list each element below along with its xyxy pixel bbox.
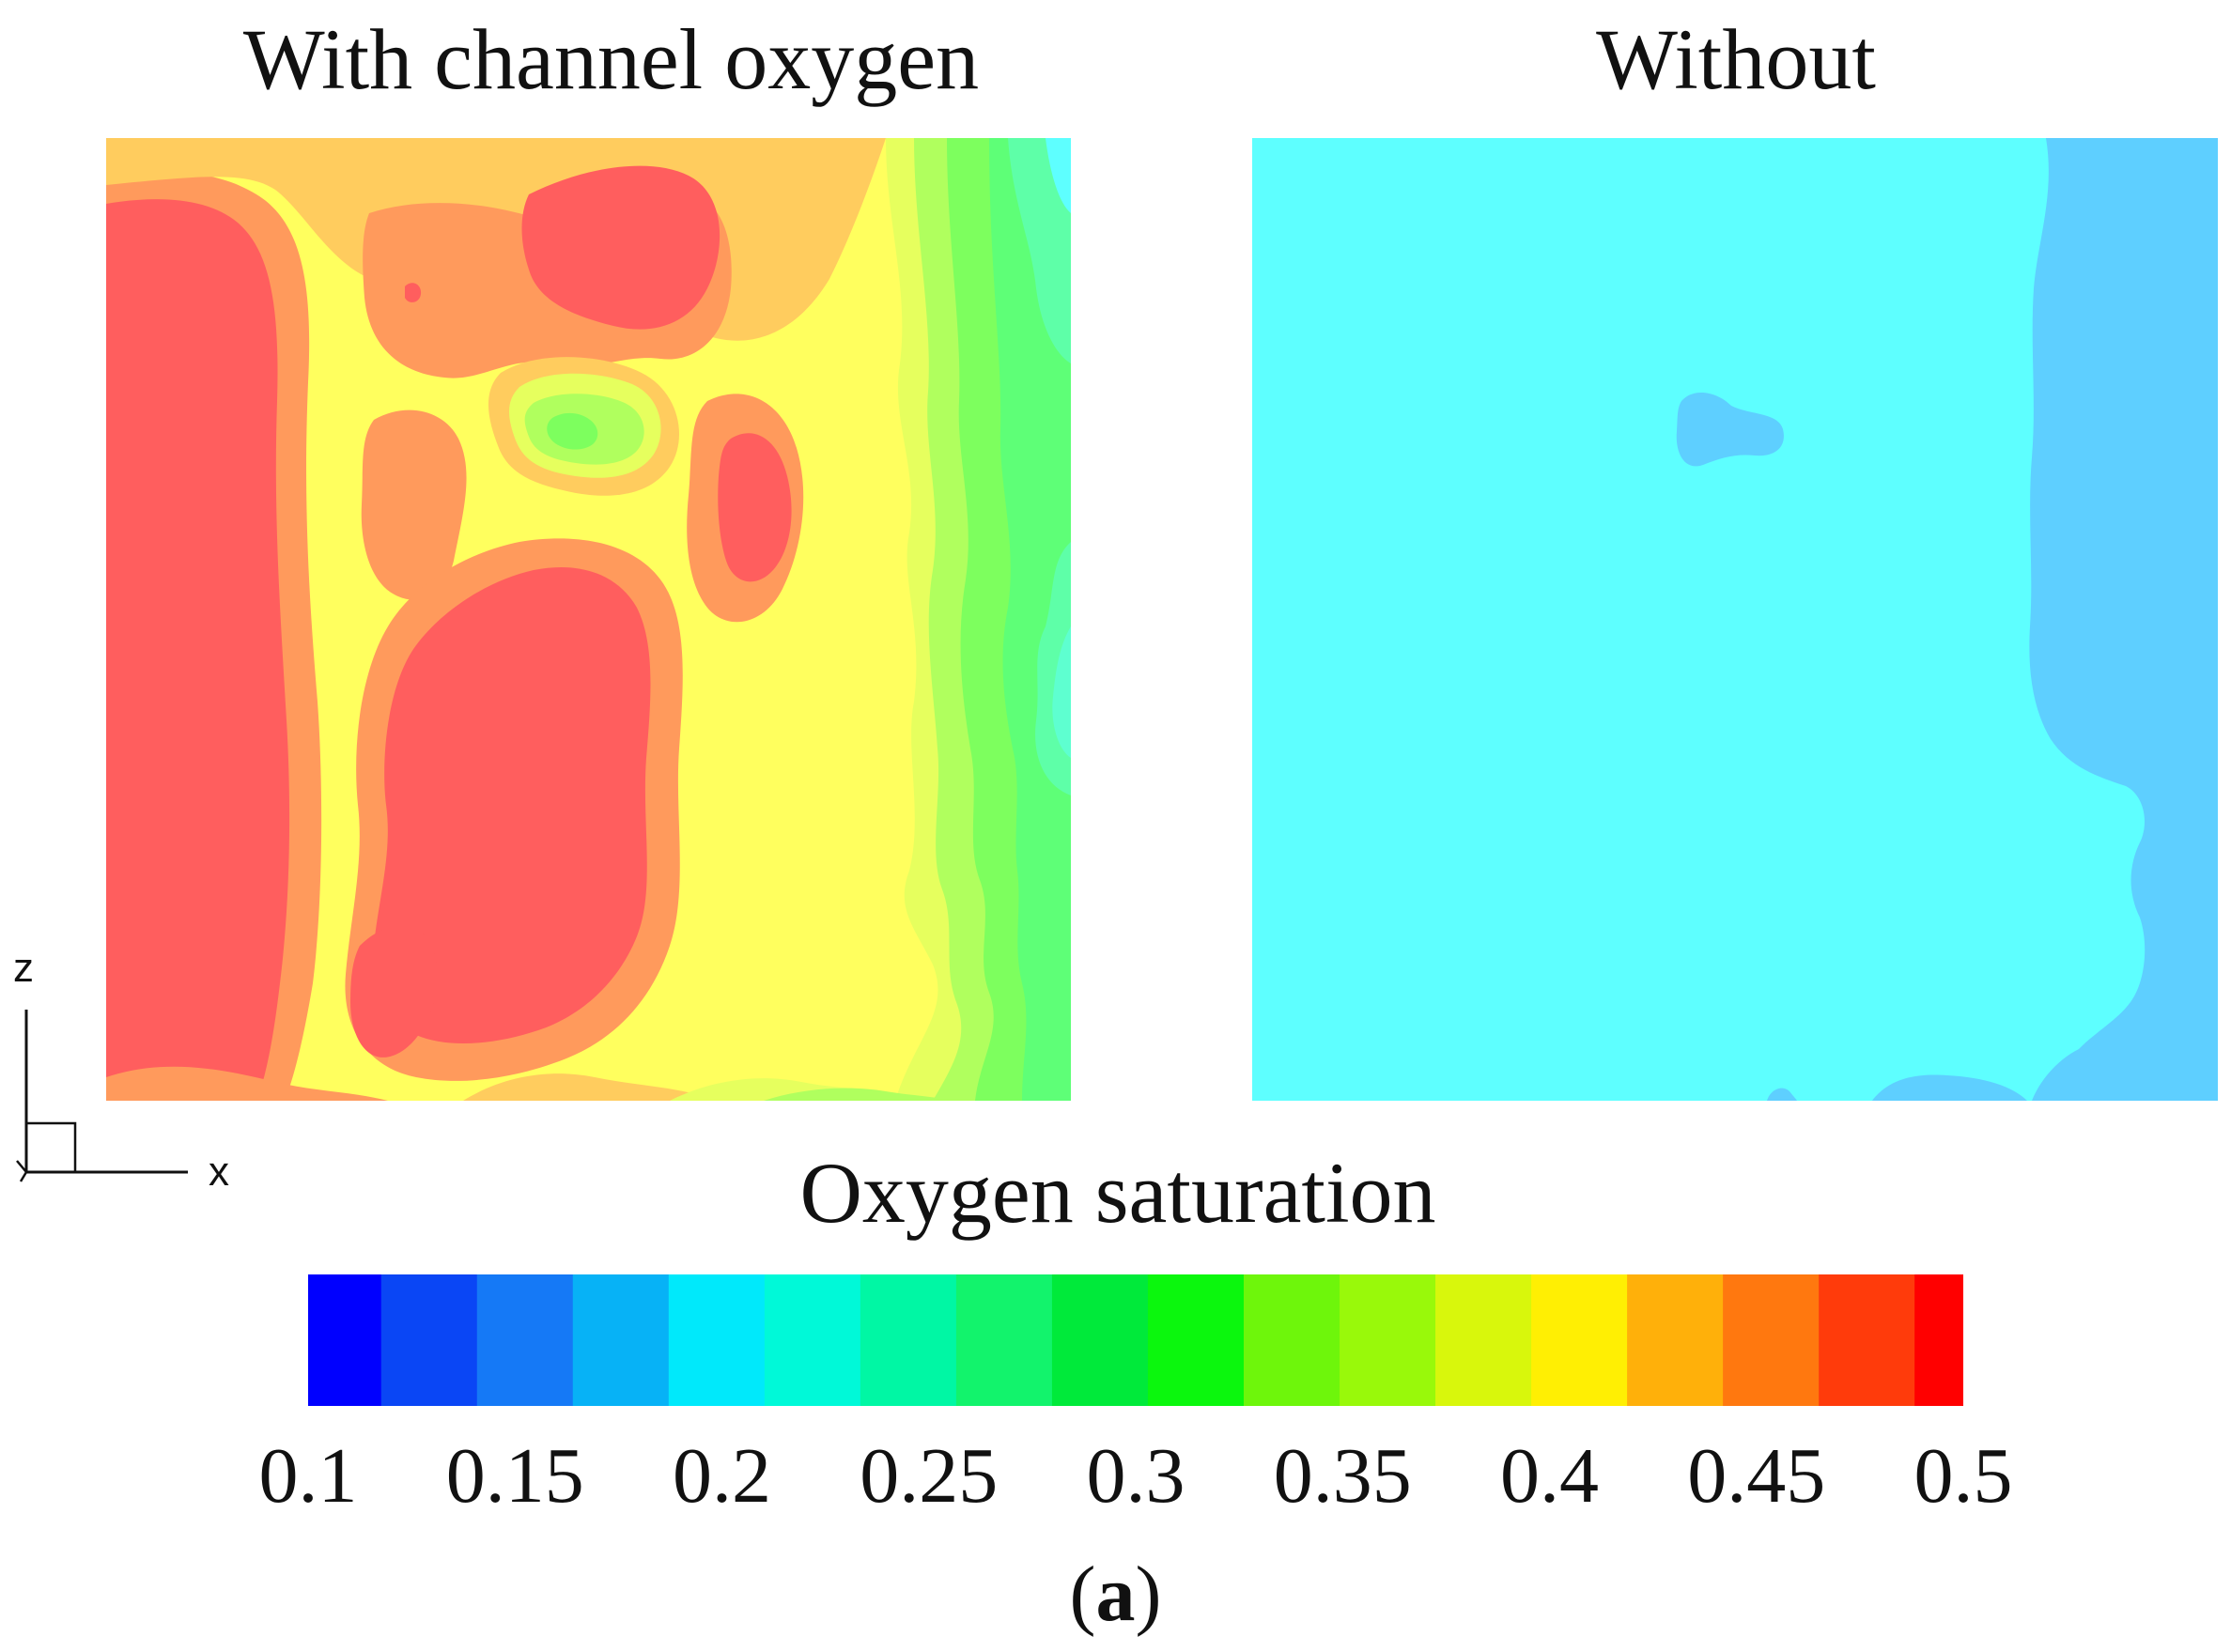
contour-region-light-blue-dot (1676, 392, 1784, 467)
contour-region-red-center (373, 566, 651, 1044)
colorbar-cell-0.382 (1435, 1274, 1532, 1406)
x-axis-label: x (209, 1149, 229, 1195)
colorbar-tick-label: 0.35 (1273, 1432, 1412, 1520)
panel-title-with-channel-oxygen: With channel oxygen (242, 11, 980, 107)
caption-letter: a (1095, 1551, 1136, 1638)
panel-title-without: Without (1596, 11, 1876, 107)
contour-region-light-blue-bottom (1872, 1074, 2027, 1101)
contour-region-red-mid-right (718, 433, 792, 582)
contour-region-cyan-green-mid (1052, 626, 1071, 758)
colorbar-cell-0.359 (1340, 1274, 1436, 1406)
right-angle-marker (26, 1121, 77, 1172)
contour-region-aqua-green-top (1008, 138, 1071, 363)
colorbar-cell-0.406 (1531, 1274, 1628, 1406)
colorbar-cell-0.500 (1914, 1274, 1963, 1406)
colorbar-cell-0.147 (476, 1274, 574, 1406)
colorbar-cell-0.265 (955, 1274, 1053, 1406)
colorbar-cell-0.335 (1243, 1274, 1340, 1406)
colorbar-cell-0.453 (1723, 1274, 1820, 1406)
contour-band-light-orange-bottom-mid (463, 1073, 717, 1101)
colorbar-tick-label: 0.5 (1913, 1432, 2013, 1520)
axes-triad: z x (13, 945, 229, 1195)
colorbar-cell-0.476 (1819, 1274, 1915, 1406)
colorbar-tick-label: 0.4 (1500, 1432, 1599, 1520)
colorbar-tick-label: 0.25 (860, 1432, 999, 1520)
contour-region-red-dot-upper (405, 283, 422, 302)
contour-region-red-center-lower (350, 925, 438, 1058)
colorbar-tick-label: 0.45 (1687, 1432, 1826, 1520)
contour-plot-with-channel-oxygen (106, 138, 1071, 1101)
contour-region-light-blue-bottom-small (1767, 1088, 1797, 1101)
colorbar-cells (308, 1274, 1963, 1406)
colorbar-tick-label: 0.15 (445, 1432, 584, 1520)
colorbar-cell-0.218 (764, 1274, 861, 1406)
colorbar-title: Oxygen saturation (799, 1145, 1436, 1241)
colorbar (308, 1274, 1963, 1406)
contour-band-orange-mid-left (361, 409, 467, 600)
caption-close-paren: ) (1135, 1551, 1162, 1638)
caption-open-paren: ( (1069, 1551, 1096, 1638)
z-axis-label: z (13, 945, 34, 991)
contour-band-light-green-bottom (764, 1088, 952, 1101)
colorbar-cell-0.288 (1051, 1274, 1149, 1406)
contour-region-red-upper (521, 165, 720, 330)
contour-region-light-blue-right (2029, 138, 2218, 1101)
colorbar-cell-0.100 (308, 1274, 382, 1406)
colorbar-cell-0.312 (1147, 1274, 1245, 1406)
y-axis-stub (16, 1160, 28, 1182)
contour-region-red-left (106, 199, 290, 1101)
figure-caption: (a) (0, 1548, 2231, 1642)
contour-band-orange-bottom-left (106, 1066, 388, 1101)
colorbar-tick-label: 0.1 (258, 1432, 358, 1520)
colorbar-cell-0.194 (668, 1274, 766, 1406)
contour-region-cyan-top (1046, 138, 1071, 213)
colorbar-cell-0.124 (380, 1274, 478, 1406)
contour-band-green-eye (547, 412, 598, 450)
contour-band-mid-green (989, 138, 1071, 1101)
colorbar-tick-label: 0.2 (673, 1432, 771, 1520)
colorbar-tick-label: 0.3 (1086, 1432, 1185, 1520)
colorbar-cell-0.171 (572, 1274, 670, 1406)
contour-plot-without (1252, 138, 2218, 1101)
colorbar-cell-0.241 (860, 1274, 957, 1406)
colorbar-cell-0.429 (1627, 1274, 1724, 1406)
